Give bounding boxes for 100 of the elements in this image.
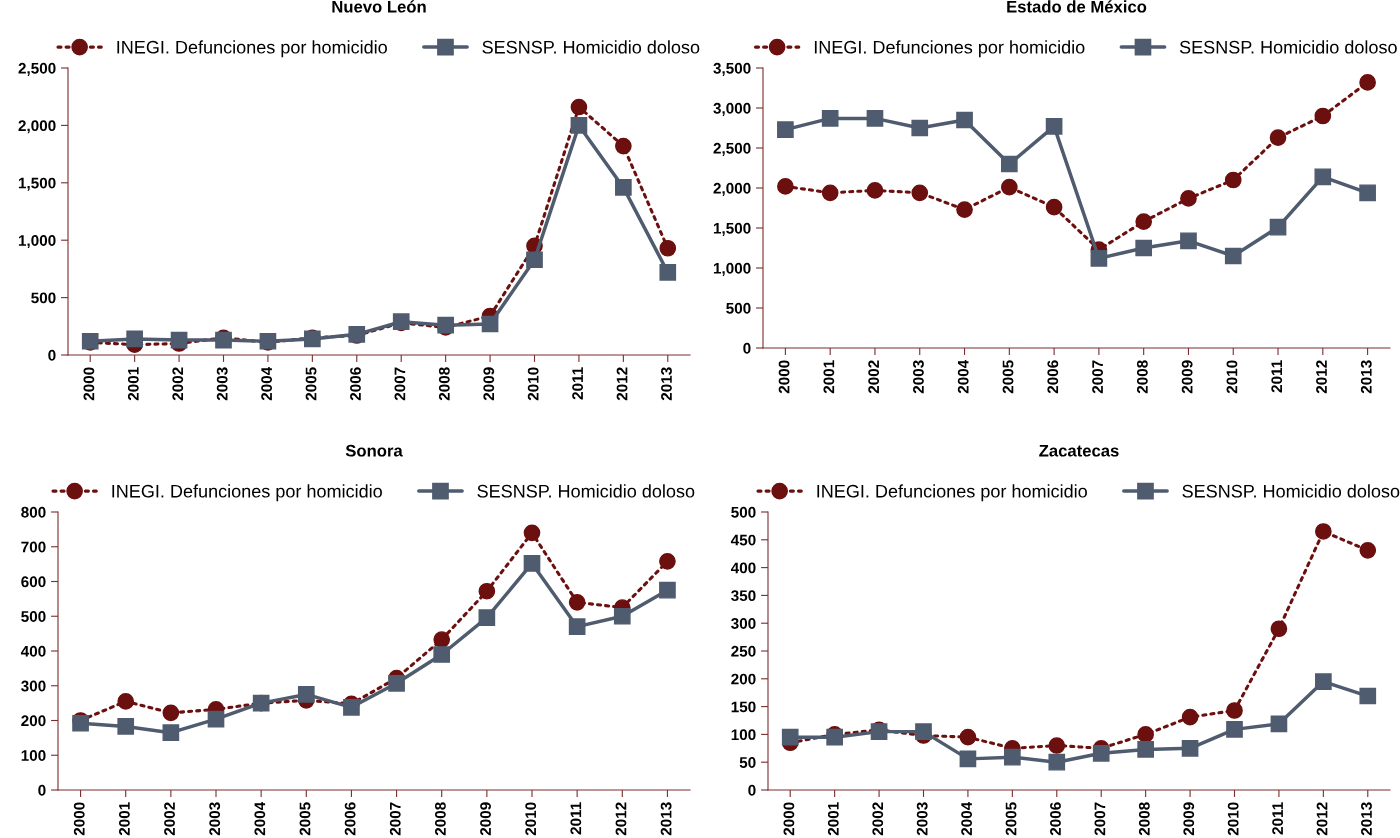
y-tick-label: 0 (743, 342, 751, 354)
legend-label: SESNSP. Homicidio doloso (477, 484, 695, 498)
point (1181, 739, 1199, 757)
y-tick-label: 400 (730, 562, 756, 574)
x-tick-label: 2008 (438, 367, 450, 401)
y-tick-label: 1,000 (18, 235, 56, 249)
point (1045, 198, 1063, 216)
y-tick-label: 0 (48, 349, 56, 361)
point (162, 724, 180, 741)
point (615, 137, 632, 155)
y-tick-label: 2,500 (713, 142, 751, 156)
x-tick-label: 2006 (350, 367, 361, 401)
x-tick-label: 2001 (827, 802, 839, 836)
chart-title: Sonora (345, 444, 403, 457)
x-tick-label: 2012 (616, 367, 628, 401)
y-tick-label: 300 (21, 680, 46, 692)
point (1359, 74, 1376, 91)
y-tick-label: 0 (38, 784, 46, 796)
y-tick-label: 500 (731, 506, 756, 518)
y-tick-label: 500 (31, 292, 56, 304)
point (1004, 748, 1021, 766)
x-tick-label: 2011 (572, 367, 584, 400)
y-tick-label: 150 (731, 701, 756, 713)
point (866, 182, 884, 199)
point (481, 315, 499, 333)
y-tick-label: 600 (21, 576, 46, 588)
point (781, 728, 799, 746)
point (1045, 118, 1063, 135)
x-tick-label: 2006 (344, 802, 356, 836)
point (1180, 232, 1197, 250)
y-tick-label: 400 (20, 645, 46, 657)
x-tick-label: 2004 (261, 366, 273, 401)
y-tick-label: 50 (739, 757, 756, 768)
x-tick-label: 2003 (216, 367, 228, 401)
y-tick-label: 800 (21, 506, 46, 518)
legend-label: INEGI. Defunciones por homicidio (814, 40, 1085, 58)
point (1135, 213, 1153, 230)
point (568, 618, 586, 636)
point (170, 331, 188, 349)
x-tick-label: 2000 (73, 802, 85, 836)
y-tick-label: 1,500 (18, 177, 56, 191)
point (1224, 171, 1242, 189)
point (821, 110, 839, 127)
point (1269, 129, 1287, 146)
x-tick-label: 2000 (778, 360, 790, 394)
x-tick-label: 2004 (254, 801, 266, 836)
point (959, 728, 977, 746)
x-tick-label: 2007 (394, 367, 406, 401)
point (162, 704, 180, 722)
x-tick-label: 2006 (1047, 360, 1059, 394)
x-tick-label: 2009 (483, 367, 495, 401)
point (821, 184, 839, 202)
x-tick-label: 2008 (1138, 802, 1150, 836)
x-tick-label: 2013 (1361, 802, 1372, 836)
y-tick-label: 700 (21, 541, 46, 553)
y-tick-label: 2,000 (713, 182, 751, 196)
point (117, 693, 135, 710)
point (1137, 741, 1154, 758)
x-tick-label: 2005 (1005, 802, 1017, 836)
point (1048, 737, 1066, 754)
point (613, 607, 631, 625)
point (659, 264, 677, 281)
x-tick-label: 2002 (164, 802, 175, 836)
y-tick-label: 0 (748, 784, 756, 796)
y-tick-label: 200 (21, 715, 46, 727)
point (1359, 687, 1377, 705)
x-tick-label: 2008 (435, 802, 446, 836)
point (1181, 708, 1199, 726)
point (1269, 218, 1287, 236)
point (117, 718, 135, 735)
x-tick-label: 2000 (83, 367, 95, 401)
point (1315, 523, 1332, 540)
point (1000, 155, 1018, 173)
point (207, 710, 225, 728)
point (1224, 247, 1242, 265)
x-tick-label: 2009 (1183, 802, 1195, 836)
x-tick-label: 2003 (916, 802, 928, 836)
x-tick-label: 2008 (1136, 360, 1148, 394)
x-tick-label: 2011 (570, 802, 582, 835)
x-tick-label: 2013 (661, 367, 672, 401)
point (911, 119, 929, 137)
point (568, 594, 586, 611)
point (1135, 239, 1153, 257)
point (915, 723, 932, 740)
legend-label: INEGI. Defunciones por homicidio (817, 484, 1087, 502)
point (1090, 250, 1108, 267)
point (1092, 744, 1110, 762)
chart-title: Zacatecas (1039, 444, 1119, 457)
x-tick-label: 2012 (615, 802, 627, 836)
point (1270, 715, 1288, 733)
x-tick-label: 2003 (913, 360, 924, 394)
point (523, 555, 541, 572)
x-tick-label: 2011 (1271, 360, 1283, 393)
point (1270, 620, 1288, 638)
point (1180, 190, 1197, 207)
point (1226, 721, 1243, 738)
point (570, 98, 588, 116)
chart-title: Nuevo León (332, 0, 426, 13)
y-tick-label: 100 (731, 729, 756, 741)
legend-label: SESNSP. Homicidio doloso (1179, 40, 1397, 54)
